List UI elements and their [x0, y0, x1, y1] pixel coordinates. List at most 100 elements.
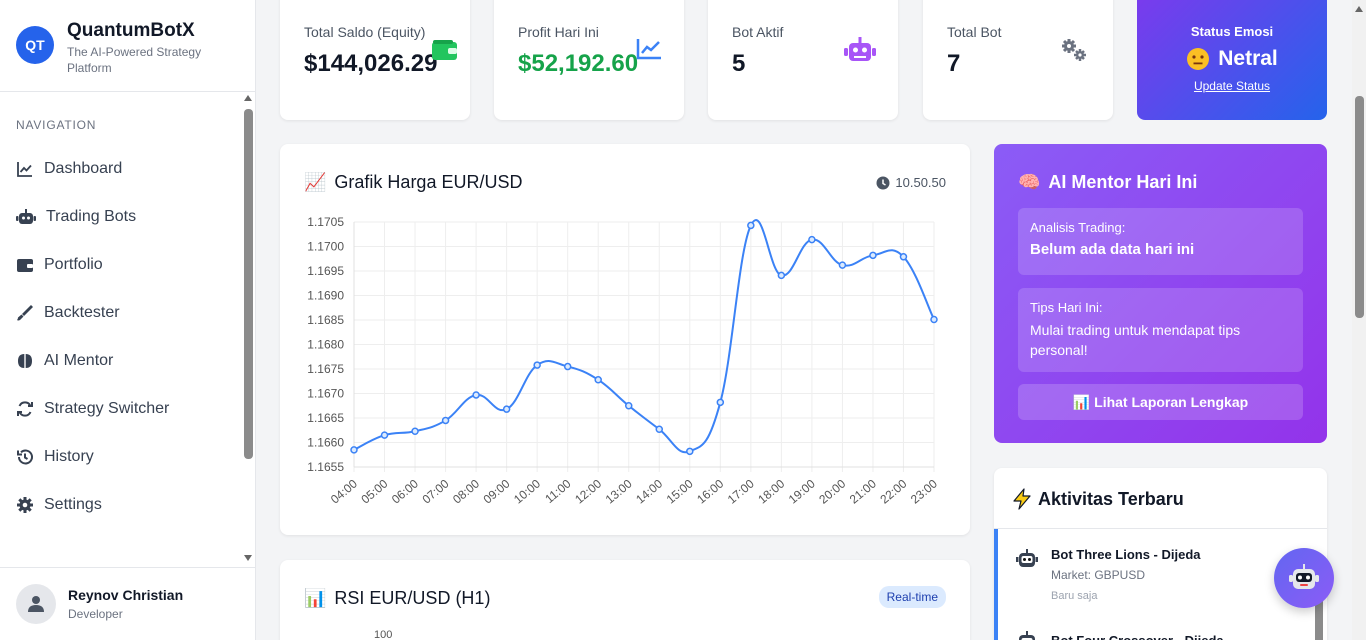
data-point	[808, 235, 816, 244]
x-tick-label: 12:00	[572, 476, 604, 506]
data-point	[472, 391, 480, 399]
data-point	[686, 447, 694, 456]
sidebar-nav: NAVIGATION Dashboard Trading Bots Portfo…	[0, 93, 243, 567]
equity-card: Total Saldo (Equity) $144,026.29	[280, 0, 470, 120]
total-bots-value: 7	[947, 50, 961, 77]
sidebar-item-ai-mentor[interactable]: AI Mentor	[0, 337, 243, 385]
y-tick-label: 1.1660	[307, 436, 344, 450]
flask-icon	[17, 305, 33, 321]
y-tick-label: 1.1695	[307, 264, 344, 278]
equity-value: $144,026.29	[304, 50, 438, 77]
y-tick-label: 1.1680	[307, 338, 344, 352]
brain-icon	[18, 354, 32, 368]
data-point	[380, 431, 389, 439]
sidebar-item-trading-bots[interactable]: Trading Bots	[0, 193, 243, 241]
activity-title: Aktivitas Terbaru	[1012, 488, 1184, 510]
data-point	[441, 416, 450, 425]
price-chart-title: 📈 Grafik Harga EUR/USD	[304, 172, 522, 193]
emotion-value: Netral	[1218, 47, 1278, 70]
y-tick-label: 1.1655	[307, 460, 344, 474]
emotion-label: Status Emosi	[1190, 24, 1274, 39]
scroll-thumb[interactable]	[1355, 96, 1364, 318]
neutral-face-icon	[1187, 48, 1210, 70]
sidebar-item-history[interactable]: History	[0, 433, 243, 481]
data-point	[411, 427, 419, 435]
activity-title-text: Aktivitas Terbaru	[1038, 488, 1184, 509]
emotion-card: Status Emosi Netral Update Status	[1137, 0, 1327, 120]
price-line-chart[interactable]: 1.1655 1.1660 1.1665 1.1670 1.1675 1.1680 1.16…	[280, 144, 970, 535]
scroll-up-icon[interactable]	[244, 95, 252, 101]
sidebar-item-settings[interactable]: Settings	[0, 481, 243, 529]
brand[interactable]: QT QuantumBotX The AI-Powered Strategy P…	[0, 0, 255, 92]
y-tick-label: 1.1685	[307, 313, 344, 327]
profit-label: Profit Hari Ini	[518, 24, 599, 40]
tips-value: Mulai trading untuk mendapat tips person…	[1030, 322, 1241, 358]
data-point	[899, 253, 908, 261]
time-value: 10.50.50	[895, 175, 946, 190]
sidebar-item-portfolio[interactable]: Portfolio	[0, 241, 243, 289]
activity-item[interactable]: Bot Four Crossover - Dijeda	[994, 619, 1327, 640]
update-status-link[interactable]: Update Status	[1193, 79, 1271, 93]
sidebar-scrollbar[interactable]	[243, 93, 255, 567]
y-tick-label: 1.1670	[307, 387, 344, 401]
sidebar-item-dashboard[interactable]: Dashboard	[0, 145, 243, 193]
activity-market: Market: GBPUSD	[1051, 568, 1146, 582]
x-tick-label: 19:00	[786, 476, 818, 506]
ai-assistant-button[interactable]	[1274, 548, 1334, 608]
data-point	[838, 261, 847, 269]
x-tick-label: 23:00	[908, 476, 940, 506]
x-tick-label: 11:00	[542, 476, 574, 506]
sidebar: QT QuantumBotX The AI-Powered Strategy P…	[0, 0, 256, 640]
chart-emoji-icon: 📈	[304, 172, 327, 192]
wallet-icon	[17, 259, 33, 272]
x-tick-label: 05:00	[358, 476, 390, 506]
data-point	[563, 362, 572, 371]
wallet-icon	[432, 40, 457, 60]
avatar	[16, 584, 56, 624]
robot-icon	[1019, 631, 1035, 640]
x-tick-label: 04:00	[328, 476, 360, 506]
gears-icon	[1062, 39, 1086, 61]
tips-label: Tips Hari Ini:	[1030, 300, 1103, 315]
nav-heading: NAVIGATION	[16, 118, 97, 132]
robot-icon	[16, 209, 36, 224]
full-report-button[interactable]: 📊 Lihat Laporan Lengkap	[1018, 384, 1303, 420]
data-point	[716, 398, 725, 407]
sidebar-item-label: Trading Bots	[46, 208, 137, 225]
active-bots-label: Bot Aktif	[732, 24, 784, 40]
activity-item[interactable]: Bot Three Lions - Dijeda Market: GBPUSD …	[994, 529, 1327, 619]
price-chart-card: 📈 Grafik Harga EUR/USD 10.50.50 1.1655 1.…	[280, 144, 970, 535]
x-tick-label: 17:00	[725, 476, 757, 506]
scroll-thumb[interactable]	[244, 109, 253, 459]
sidebar-item-label: Portfolio	[44, 256, 103, 273]
user-profile[interactable]: Reynov Christian Developer	[0, 567, 256, 640]
total-bots-card: Total Bot 7	[923, 0, 1113, 120]
scroll-up-icon[interactable]	[1355, 6, 1363, 12]
x-tick-label: 14:00	[633, 476, 665, 506]
scroll-down-icon[interactable]	[244, 555, 252, 561]
analysis-label: Analisis Trading:	[1030, 220, 1126, 235]
active-bots-card: Bot Aktif 5	[708, 0, 898, 120]
analysis-value: Belum ada data hari ini	[1030, 241, 1195, 258]
rsi-chart-card: 📊 RSI EUR/USD (H1) Real-time 100	[280, 560, 970, 640]
series-line	[353, 219, 935, 454]
mentor-title: 🧠 AI Mentor Hari Ini	[1018, 172, 1197, 193]
sidebar-item-backtester[interactable]: Backtester	[0, 289, 243, 337]
data-point	[869, 251, 877, 260]
sidebar-item-strategy-switcher[interactable]: Strategy Switcher	[0, 385, 243, 433]
x-tick-label: 08:00	[450, 476, 482, 506]
page-scrollbar[interactable]	[1352, 0, 1366, 640]
x-tick-label: 18:00	[755, 476, 787, 506]
activity-name: Bot Three Lions - Dijeda	[1051, 547, 1201, 562]
data-point	[655, 425, 664, 434]
ai-mentor-card: 🧠 AI Mentor Hari Ini Analisis Trading: B…	[994, 144, 1327, 443]
y-tick-label: 1.1690	[307, 289, 344, 303]
rsi-y-tick: 100	[374, 629, 393, 640]
data-point	[930, 315, 938, 324]
chart-line-icon	[636, 39, 661, 60]
sidebar-item-label: AI Mentor	[44, 352, 114, 369]
x-tick-label: 10:00	[511, 476, 543, 506]
bolt-icon	[1013, 488, 1031, 510]
data-point	[624, 402, 633, 410]
x-tick-label: 15:00	[664, 476, 696, 506]
